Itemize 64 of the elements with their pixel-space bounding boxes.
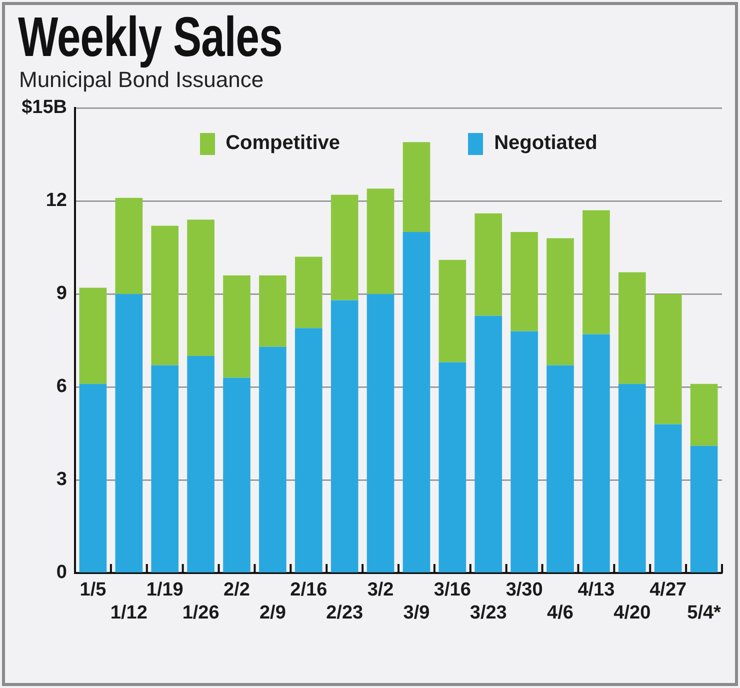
x-tick-label: 2/16 bbox=[290, 580, 328, 601]
x-tick-label: 5/4* bbox=[687, 602, 722, 624]
x-tick-label: 3/23 bbox=[470, 602, 507, 624]
x-tick-label: 2/9 bbox=[259, 602, 286, 624]
y-tick-label: 6 bbox=[56, 376, 67, 398]
bar bbox=[151, 226, 179, 366]
y-tick-label: 3 bbox=[56, 469, 67, 490]
bar bbox=[187, 356, 214, 572]
y-tick-label: $15B bbox=[22, 97, 67, 118]
x-tick-label: 1/26 bbox=[182, 602, 220, 624]
bar bbox=[546, 238, 574, 366]
bar bbox=[474, 316, 502, 572]
bar bbox=[438, 362, 466, 572]
y-tick-label: 0 bbox=[56, 562, 67, 584]
bar bbox=[187, 220, 214, 356]
bar bbox=[79, 288, 107, 384]
bar bbox=[438, 260, 466, 362]
y-tick-label: 9 bbox=[56, 283, 67, 304]
legend-label: Competitive bbox=[226, 132, 340, 155]
bar bbox=[330, 300, 358, 572]
bar bbox=[115, 294, 143, 572]
bar bbox=[151, 365, 179, 572]
y-tick-label: 12 bbox=[46, 190, 67, 212]
legend-label: Negotiated bbox=[494, 132, 598, 155]
bar bbox=[582, 334, 610, 572]
x-tick-label: 3/30 bbox=[506, 580, 543, 601]
bar bbox=[474, 213, 502, 316]
bar bbox=[330, 194, 358, 300]
bar bbox=[223, 378, 250, 572]
bar bbox=[259, 346, 286, 572]
bar bbox=[294, 328, 322, 572]
x-tick-label: 3/2 bbox=[367, 580, 394, 601]
bar bbox=[654, 294, 682, 424]
x-tick-label: 3/16 bbox=[434, 580, 471, 601]
x-tick-label: 4/20 bbox=[614, 602, 651, 624]
x-tick-label: 3/9 bbox=[403, 602, 430, 624]
x-tick-label: 4/6 bbox=[547, 602, 574, 624]
x-tick-label: 2/23 bbox=[326, 602, 364, 624]
bar bbox=[582, 210, 610, 334]
bar bbox=[654, 424, 682, 572]
x-tick-label: 1/5 bbox=[80, 580, 107, 601]
bar bbox=[690, 384, 718, 446]
x-tick-label: 1/12 bbox=[110, 602, 148, 624]
bar bbox=[402, 142, 430, 232]
bar bbox=[79, 384, 107, 572]
bar bbox=[618, 384, 646, 572]
bar bbox=[690, 446, 718, 572]
chart-title: Weekly Sales bbox=[18, 5, 282, 68]
x-tick-label: 4/27 bbox=[650, 580, 687, 601]
bar bbox=[510, 331, 538, 572]
bar bbox=[618, 272, 646, 384]
bar bbox=[115, 198, 143, 294]
bar bbox=[259, 275, 286, 347]
bar bbox=[510, 232, 538, 332]
bar bbox=[546, 365, 574, 572]
bar bbox=[366, 294, 394, 572]
bar bbox=[366, 188, 394, 294]
x-tick-label: 1/19 bbox=[146, 580, 184, 601]
bar bbox=[402, 232, 430, 572]
chart-subtitle: Municipal Bond Issuance bbox=[19, 67, 264, 92]
bar bbox=[223, 275, 250, 378]
x-tick-label: 2/2 bbox=[224, 580, 250, 601]
bar bbox=[294, 256, 322, 328]
x-tick-label: 4/13 bbox=[578, 580, 615, 601]
